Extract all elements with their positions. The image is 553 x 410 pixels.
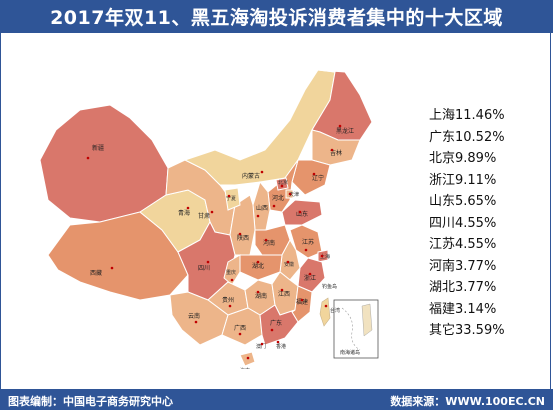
region-ningxia — [224, 187, 241, 211]
label-beijing: 北京 — [278, 179, 288, 186]
label-zhejiang: 浙江 — [304, 274, 316, 282]
city-dot — [238, 232, 242, 236]
city-dot — [264, 238, 268, 242]
city-dot — [298, 210, 302, 214]
city-dot — [206, 260, 210, 264]
label-hebei: 河北 — [272, 194, 284, 202]
city-dot — [110, 266, 114, 270]
label-fujian: 福建 — [296, 298, 308, 306]
city-dot — [330, 148, 334, 152]
city-dot — [308, 272, 312, 276]
label-diaoyudao: 钓鱼岛 — [322, 283, 337, 290]
china-choropleth-map: 新疆 西藏 青海 甘肃 内蒙古 黑龙江 吉林 辽宁 北京 天津 河北 山西 陕西… — [39, 69, 379, 369]
ranking-item: 上海11.46% — [429, 108, 505, 123]
label-hubei: 湖北 — [252, 262, 264, 270]
region-chongqing — [223, 254, 241, 286]
city-dot — [260, 342, 264, 346]
label-yunnan: 云南 — [188, 312, 200, 320]
ranking-item: 广东10.52% — [429, 129, 505, 145]
city-dot — [312, 172, 316, 176]
city-dot — [228, 304, 232, 308]
ranking-item: 山东5.65% — [429, 194, 497, 209]
label-gansu: 甘肃 — [198, 212, 210, 220]
region-xinjiang — [39, 104, 169, 223]
ranking-item: 福建3.14% — [429, 301, 497, 317]
region-beijing — [275, 177, 289, 191]
city-dot — [300, 298, 304, 302]
city-dot — [276, 340, 280, 344]
ranking-item: 其它33.59% — [429, 323, 505, 338]
city-dot — [320, 254, 324, 258]
label-liaoning: 辽宁 — [312, 174, 324, 182]
city-dot — [338, 124, 342, 128]
city-dot — [210, 210, 214, 214]
label-henan: 河南 — [263, 239, 275, 247]
label-ningxia: 宁夏 — [226, 195, 236, 202]
label-nanhai: 南海诸岛 — [340, 349, 360, 356]
ranking-item: 湖北3.77% — [429, 280, 497, 295]
city-dot — [286, 260, 290, 264]
label-anhui: 安徽 — [284, 261, 294, 268]
label-shanghai: 上海 — [320, 253, 330, 260]
ranking-item: 江苏4.55% — [429, 237, 497, 252]
capital-city-markers — [86, 124, 342, 360]
city-dot — [280, 288, 284, 292]
nanhai-island-shape — [361, 303, 373, 337]
city-dot — [227, 194, 231, 198]
label-guangdong: 广东 — [270, 319, 282, 327]
footer-source: 数据来源：WWW.100EC.CN — [390, 395, 545, 408]
chart-title: 2017年双11、黑五海淘投诉消费者集中的十大区域 — [0, 0, 553, 33]
city-dot — [260, 170, 264, 174]
ranking-item: 北京9.89% — [429, 151, 497, 166]
region-taiwan — [319, 297, 331, 327]
label-hainan: 海南 — [240, 367, 250, 369]
ranking-item: 浙江9.11% — [429, 172, 497, 188]
label-jiangsu: 江苏 — [302, 238, 314, 246]
region-guangdong — [259, 304, 299, 346]
footer-credit: 图表编制：中国电子商务研究中心 — [8, 395, 173, 408]
label-hunan: 湖南 — [255, 292, 267, 300]
label-xinjiang: 新疆 — [92, 144, 104, 152]
label-jiangxi: 江西 — [278, 291, 290, 298]
city-dot — [230, 278, 234, 282]
label-tianjin: 天津 — [289, 191, 299, 198]
label-sichuan: 四川 — [198, 265, 210, 272]
region-liaoning — [291, 159, 331, 196]
label-xizang: 西藏 — [90, 269, 102, 277]
city-dot — [256, 260, 260, 264]
label-hongkong: 香港 — [276, 343, 286, 350]
city-dot — [256, 214, 260, 218]
label-heilongjiang: 黑龙江 — [336, 127, 354, 135]
label-guizhou: 贵州 — [222, 296, 234, 304]
footer-bar: 图表编制：中国电子商务研究中心 数据来源：WWW.100EC.CN — [0, 389, 553, 410]
label-neimenggu: 内蒙古 — [242, 172, 260, 180]
label-qinghai: 青海 — [178, 209, 190, 217]
city-dot — [270, 328, 274, 332]
label-chongqing: 重庆 — [226, 269, 236, 276]
label-guangxi: 广西 — [234, 324, 246, 332]
region-sichuan — [177, 220, 236, 301]
city-dot — [238, 332, 242, 336]
city-dot — [246, 356, 250, 360]
nanhai-dash-line — [341, 307, 361, 351]
ranking-list: 上海11.46% 广东10.52% 北京9.89% 浙江9.11% 山东5.65… — [429, 105, 505, 342]
city-dot — [256, 290, 260, 294]
label-jilin: 吉林 — [330, 149, 342, 157]
label-shaanxi: 陕西 — [237, 234, 249, 242]
city-dot — [324, 304, 328, 308]
city-dot — [194, 320, 198, 324]
ranking-item: 河南3.77% — [429, 258, 497, 274]
ranking-item: 四川4.55% — [429, 215, 497, 231]
city-dot — [186, 206, 190, 210]
label-macau: 澳门 — [256, 343, 266, 350]
city-dot — [86, 156, 90, 160]
city-dot — [288, 192, 292, 196]
label-taiwan: 台湾 — [330, 307, 340, 314]
city-dot — [272, 204, 276, 208]
label-shandong: 山东 — [296, 210, 308, 218]
label-shanxi: 山西 — [256, 204, 268, 212]
city-dot — [304, 248, 308, 252]
city-dot — [280, 184, 284, 188]
